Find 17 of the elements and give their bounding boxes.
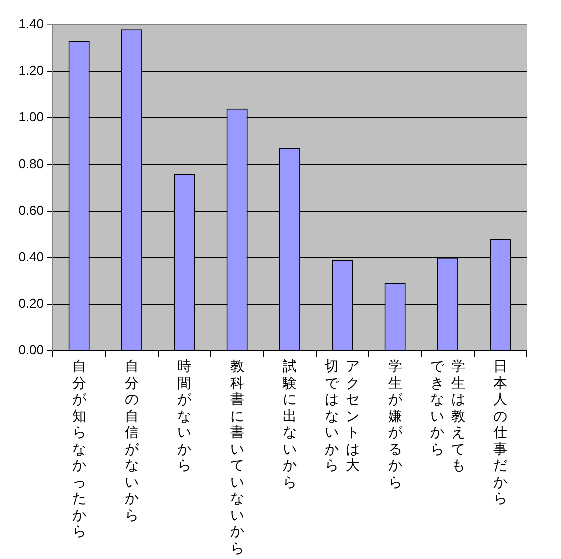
y-tick-label: 1.40 [18, 16, 44, 32]
category-label: アクセントは大切ではないから [325, 359, 360, 474]
y-tick-label: 0.40 [18, 249, 44, 264]
x-tick-label: 試験に出ないから [282, 359, 298, 491]
y-tick-label: 0.20 [18, 296, 44, 312]
y-tick-label: 0.80 [18, 156, 44, 172]
category-label: 日本人の仕事だから [494, 359, 508, 507]
category-label: 学生は教えてもできないから [430, 359, 466, 474]
category-label: 自分の自信がないから [125, 359, 139, 524]
y-tick-label: 1.20 [18, 63, 44, 78]
y-tick-label: 1.00 [18, 110, 44, 125]
y-tick-label: 0.60 [18, 202, 44, 218]
category-label: 教科書に書いていないから [230, 359, 244, 556]
category-label: 自分が知らなかったから [72, 359, 86, 540]
y-tick-label: 0.00 [18, 342, 44, 358]
x-tick-label: 時間がないから [176, 359, 193, 474]
x-tick-label: 学生が嫌がるから [387, 359, 404, 491]
